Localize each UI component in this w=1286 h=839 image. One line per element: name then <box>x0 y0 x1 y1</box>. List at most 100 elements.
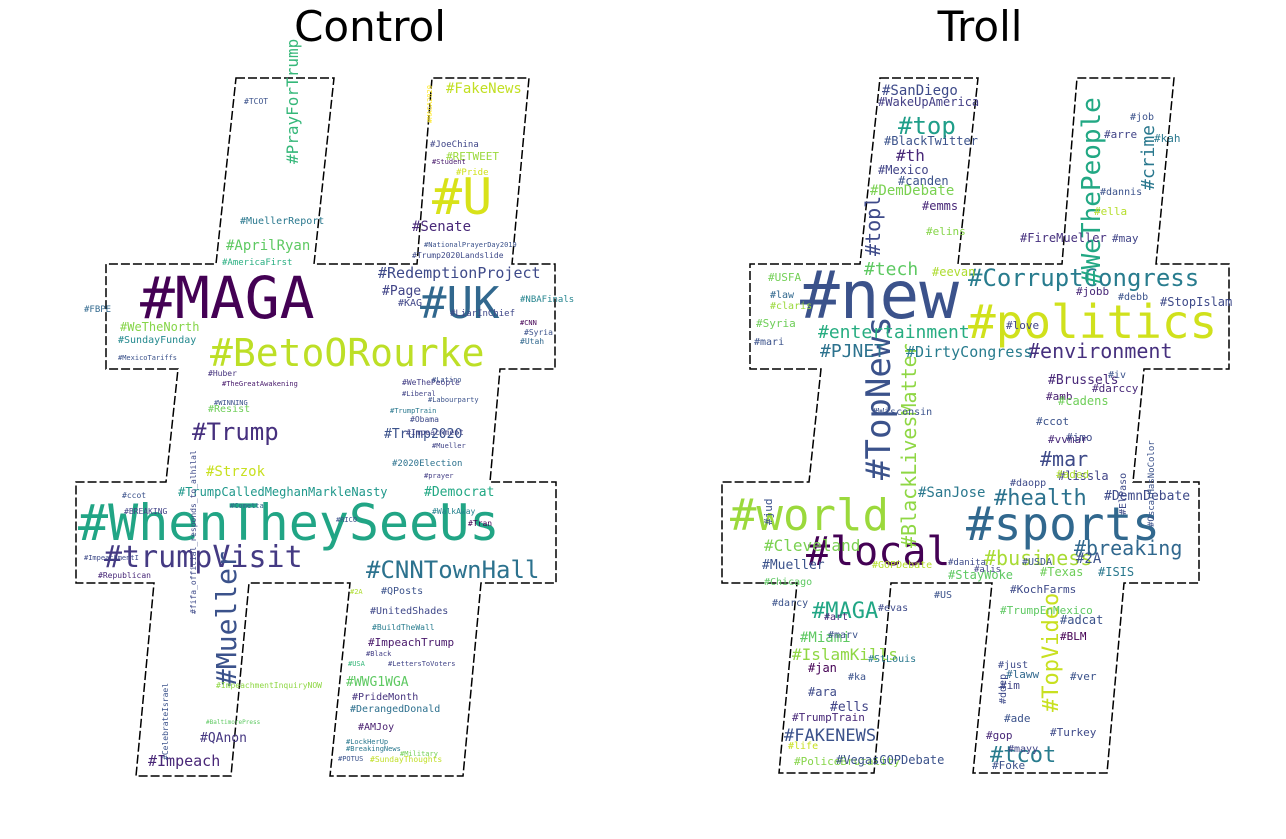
troll-word-23: #TopVideo <box>1039 593 1064 712</box>
control-word-34: #WWG1WGA <box>346 675 409 690</box>
troll-word-92: #laww <box>1006 668 1039 681</box>
troll-word-32: #WakeUpAmerica <box>878 95 979 109</box>
troll-word-38: #emms <box>922 199 958 213</box>
control-word-38: #QPosts <box>381 586 423 597</box>
control-word-56: #CNN <box>520 319 537 327</box>
troll-word-59: #cadens <box>1058 394 1109 408</box>
troll-word-65: #iv <box>1108 370 1126 381</box>
troll-word-98: #Turkey <box>1050 726 1097 739</box>
control-word-45: #WalkAway <box>432 507 476 516</box>
troll-word-93: #ver <box>1070 670 1097 683</box>
troll-word-14: #WeThePeople <box>1077 97 1107 285</box>
troll-word-90: #BLM <box>1060 630 1087 643</box>
control-word-29: #JoeChina <box>430 140 479 150</box>
control-word-72: #Latino <box>432 376 462 384</box>
control-word-82: #WINNING <box>214 399 248 407</box>
control-word-77: #Cometta <box>230 502 264 510</box>
troll-word-60: #ccot <box>1036 415 1069 428</box>
control-panel-title: Control <box>294 2 446 51</box>
troll-word-85: #Texas <box>1040 565 1083 579</box>
troll-word-33: #BlackTwitter <box>884 134 978 148</box>
control-word-71: #TrumpTrain <box>390 407 436 415</box>
control-words: #MAGA #WhenTheySeeUs #BetoORourke#UK #U #tru… <box>78 39 574 770</box>
control-word-47: #RICO <box>336 516 357 524</box>
troll-word-103: #OscarHasNoColor <box>1147 440 1157 527</box>
troll-hashtag-mask <box>721 77 1230 774</box>
control-word-26: #LiarInChief <box>450 309 515 319</box>
troll-word-82: #VegasGOPDebate <box>836 753 944 767</box>
control-word-52: #CelebrateIsrael <box>161 683 170 760</box>
troll-word-46: #law <box>770 290 795 301</box>
control-word-22: #SundayFunday <box>118 335 196 346</box>
troll-words: #new #politics #sports #world#local #Corrupt… <box>730 83 1232 772</box>
troll-word-102: #Wisconsin <box>872 407 932 418</box>
troll-word-105: #USDA <box>1022 557 1052 568</box>
control-word-13: #AprilRyan <box>226 238 310 254</box>
control-word-75: #BaltimorePress <box>206 719 261 726</box>
control-word-65: #TCOT <box>244 97 268 106</box>
control-word-16: #Democrat <box>424 485 494 500</box>
control-word-60: #Trump2020Landslide <box>412 251 504 260</box>
troll-word-83: #StayWoke <box>948 568 1013 582</box>
control-word-5: #trumpVisit <box>104 540 303 575</box>
troll-word-107: #alis <box>974 565 1001 575</box>
troll-word-53: #dannis <box>1100 187 1142 198</box>
control-word-53: #fifa_official_responds_to_alhilal <box>189 450 198 614</box>
troll-word-8: #BlackLivesMatter <box>897 343 921 548</box>
control-word-20: #QAnon <box>200 731 247 746</box>
control-word-14: #Page <box>382 284 421 299</box>
control-word-23: #WeTheNorth <box>120 320 199 334</box>
troll-word-15: #crime <box>1138 125 1159 190</box>
control-word-0: #MAGA <box>140 264 315 332</box>
troll-word-71: #evas <box>878 603 908 614</box>
control-word-10: #PrayForTrump <box>283 39 302 164</box>
troll-word-55: #job <box>1130 112 1154 123</box>
control-hashtag-outline <box>75 77 557 777</box>
troll-word-54: #kah <box>1154 132 1181 145</box>
control-word-66: #Student <box>432 158 466 166</box>
troll-word-9: #entertainment <box>818 322 970 343</box>
control-word-44: #Obama <box>410 415 439 424</box>
troll-word-97: #gop <box>986 729 1013 742</box>
control-word-42: #Impeachment <box>406 428 464 437</box>
troll-word-84: #2A <box>1076 551 1102 567</box>
troll-word-96: #ade <box>1004 712 1031 725</box>
troll-word-44: #StopIslam <box>1160 295 1232 309</box>
troll-word-66: #aded <box>1056 468 1089 481</box>
troll-word-4: #local <box>806 529 951 575</box>
troll-word-99: #mayy <box>1008 744 1038 755</box>
control-word-55: #Syria <box>524 328 553 337</box>
troll-word-75: #jan <box>808 661 837 675</box>
troll-word-56: #arre <box>1104 128 1137 141</box>
troll-word-95: #ddep <box>998 674 1009 704</box>
control-word-74: #Mueller <box>432 442 466 450</box>
troll-word-47: #claris <box>770 301 812 312</box>
control-word-35: #PrideMonth <box>352 692 418 703</box>
troll-word-31: #SanDiego <box>882 83 958 99</box>
control-hashtag-mask <box>75 77 557 777</box>
control-word-40: #BuildTheWall <box>372 623 435 632</box>
troll-word-76: #ka <box>848 672 866 683</box>
troll-word-25: #Cleveland <box>764 536 860 555</box>
control-word-24: #KAG <box>398 298 422 309</box>
control-word-78: #prayer <box>424 472 454 480</box>
troll-word-106: #danita <box>948 558 986 568</box>
troll-word-68: #Chicago <box>764 577 812 588</box>
control-word-67: #MAGA2020 <box>426 85 434 123</box>
troll-word-79: #TrumpTrain <box>792 711 865 724</box>
control-word-81: #Military <box>400 750 438 758</box>
troll-word-61: #vvmar <box>1048 433 1088 446</box>
troll-word-10: #health <box>994 486 1087 511</box>
troll-word-81: #PoliceBrutality <box>794 755 900 768</box>
control-word-31: #Resist <box>208 404 250 415</box>
troll-word-39: #elins <box>926 225 966 238</box>
troll-word-108: #US <box>934 590 952 601</box>
troll-word-50: #FireMueller <box>1020 231 1107 245</box>
troll-word-29: #Miami <box>800 630 851 646</box>
troll-word-67: #jud <box>762 499 775 526</box>
control-word-11: #FakeNews <box>446 81 522 97</box>
troll-word-91: #just <box>998 660 1028 671</box>
troll-word-104: #ElPaso <box>1118 473 1129 515</box>
control-word-7: #Trump <box>192 418 279 446</box>
